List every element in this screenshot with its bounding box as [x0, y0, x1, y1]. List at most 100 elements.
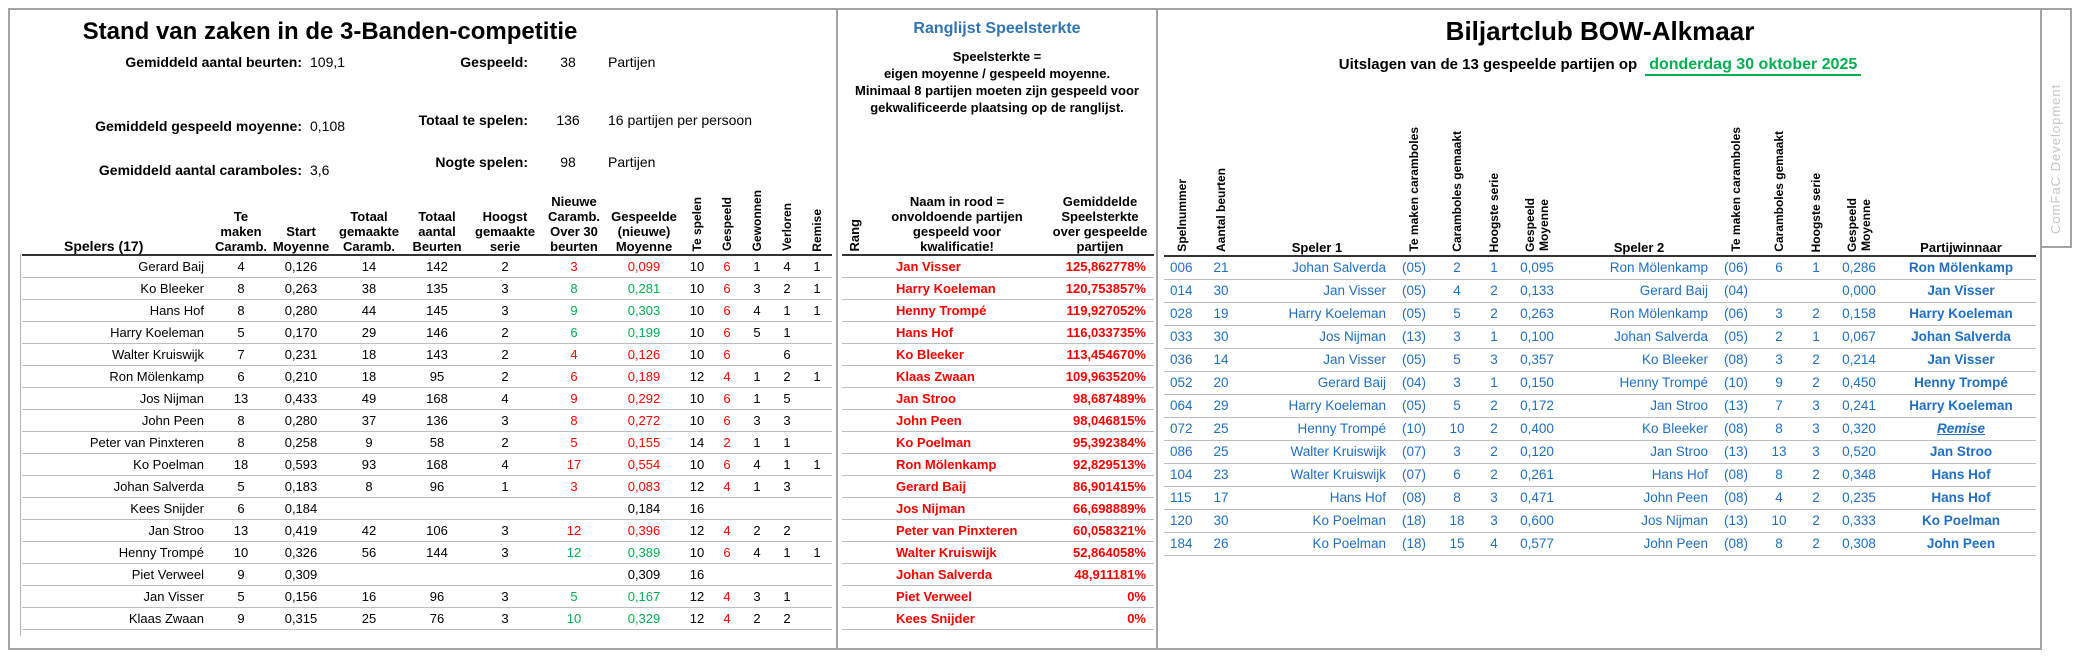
speler1-handicap: (05) — [1392, 279, 1436, 303]
col-header-aantal-beurten: Aantal beurten — [1200, 95, 1242, 257]
standings-table: Spelers (17) Te maken Caramb. Start Moye… — [22, 190, 832, 631]
player-name: Piet Verweel — [22, 563, 212, 587]
remise: 1 — [802, 299, 832, 323]
start-moyenne: 0,280 — [270, 409, 332, 433]
hoogste-serie: 3 — [468, 541, 542, 565]
col-header-speler2: Speler 2 — [1564, 95, 1714, 257]
ranking-row: Ron Mölenkamp 92,829513% — [842, 453, 1154, 476]
rang — [842, 541, 868, 564]
te-spelen: 10 — [682, 255, 712, 279]
verloren: 1 — [772, 541, 802, 565]
speler2-caramboles: 13 — [1758, 440, 1800, 464]
speler1-hoogste-serie: 1 — [1478, 325, 1510, 349]
speelsterkte-pct: 0% — [1046, 585, 1154, 608]
player-name: Klaas Zwaan — [868, 365, 1046, 388]
speler1-handicap: (07) — [1392, 440, 1436, 464]
speler2-caramboles: 3 — [1758, 302, 1800, 326]
speelsterkte-pct: 109,963520% — [1046, 365, 1154, 388]
spelnummer: 072 — [1164, 417, 1200, 441]
standings-panel: Stand van zaken in de 3-Banden-competiti… — [8, 8, 838, 650]
results-subtitle-text: Uitslagen van de 13 gespeelde partijen o… — [1338, 56, 1638, 73]
totaal-aantal-beurten: 146 — [406, 321, 468, 345]
speler1-handicap: (10) — [1392, 417, 1436, 441]
te-spelen: 12 — [682, 585, 712, 609]
ranking-row: Gerard Baij 86,901415% — [842, 475, 1154, 498]
total-nog-te-spelen: Nogte spelen: 98 Partijen — [378, 154, 655, 170]
remise — [802, 563, 832, 587]
player-name: Jan Visser — [868, 255, 1046, 278]
gewonnen — [742, 497, 772, 521]
remise — [802, 409, 832, 433]
gespeelde-moyenne: 0,189 — [606, 365, 682, 389]
te-spelen: 10 — [682, 387, 712, 411]
speler1-name: Gerard Baij — [1242, 371, 1392, 395]
totaal-aantal-beurten: 58 — [406, 431, 468, 455]
ranking-row: Johan Salverda 48,911181% — [842, 563, 1154, 586]
rang — [842, 431, 868, 454]
remise — [802, 431, 832, 455]
col-header-totaal-aantal-beurten: Totaal aantal Beurten — [406, 190, 468, 257]
remise — [802, 321, 832, 345]
speler1-hoogste-serie: 3 — [1478, 486, 1510, 510]
col-header-spelnummer: Spelnummer — [1164, 95, 1200, 257]
te-spelen: 16 — [682, 497, 712, 521]
standings-row: Peter van Pinxteren 8 0,258 9 58 2 5 0,155 14 2 1 1 — [22, 431, 832, 455]
standings-row: Harry Koeleman 5 0,170 29 146 2 6 0,199 10 6 5 1 — [22, 321, 832, 345]
verloren: 5 — [772, 387, 802, 411]
total-value: 98 — [560, 154, 576, 170]
gewonnen: 3 — [742, 585, 772, 609]
gespeeld: 6 — [712, 541, 742, 565]
remise: 1 — [802, 277, 832, 301]
speler2-handicap: (13) — [1714, 440, 1758, 464]
standings-row: Johan Salverda 5 0,183 8 96 1 3 0,083 12 4 1 3 — [22, 475, 832, 499]
totaal-aantal-beurten: 76 — [406, 607, 468, 631]
standings-header-row: Spelers (17) Te maken Caramb. Start Moye… — [22, 190, 832, 257]
speelsterkte-pct: 125,862778% — [1046, 255, 1154, 278]
speler1-name: Walter Kruiswijk — [1242, 463, 1392, 487]
ranking-row: Walter Kruiswijk 52,864058% — [842, 541, 1154, 564]
stat-gemiddeld-moyenne: Gemiddeld gespeeld moyenne: 0,108 — [10, 118, 345, 134]
speler2-caramboles: 8 — [1758, 417, 1800, 441]
verloren — [772, 497, 802, 521]
te-maken-caramb: 13 — [212, 387, 270, 411]
gewonnen: 4 — [742, 541, 772, 565]
start-moyenne: 0,433 — [270, 387, 332, 411]
speler1-name: Walter Kruiswijk — [1242, 440, 1392, 464]
speler2-moyenne: 0,067 — [1832, 325, 1886, 349]
col-header-gespeelde-moyenne: Gespeelde (nieuwe) Moyenne — [606, 190, 682, 257]
te-spelen: 10 — [682, 453, 712, 477]
col-header-verloren: Verloren — [772, 190, 802, 257]
start-moyenne: 0,231 — [270, 343, 332, 367]
totaal-gemaakte-caramb: 29 — [332, 321, 406, 345]
spelnummer: 184 — [1164, 532, 1200, 556]
gespeelde-moyenne: 0,309 — [606, 563, 682, 587]
nieuwe-caramb-30-beurten: 4 — [542, 343, 606, 367]
player-name: Ko Poelman — [868, 431, 1046, 454]
te-spelen: 12 — [682, 475, 712, 499]
ranking-row: Hans Hof 116,033735% — [842, 321, 1154, 344]
stat-value: 3,6 — [310, 162, 330, 178]
date-link[interactable]: donderdag 30 oktober 2025 — [1645, 56, 1862, 76]
player-name: Ko Poelman — [22, 453, 212, 477]
verloren: 2 — [772, 277, 802, 301]
col-header-speler2-moyenne: Gespeeld Moyenne — [1832, 95, 1886, 257]
speler2-handicap: (13) — [1714, 394, 1758, 418]
totaal-gemaakte-caramb: 37 — [332, 409, 406, 433]
aantal-beurten: 21 — [1200, 256, 1242, 280]
speler2-handicap: (08) — [1714, 486, 1758, 510]
speelsterkte-pct: 116,033735% — [1046, 321, 1154, 344]
col-header-spelers: Spelers (17) — [22, 190, 212, 257]
aantal-beurten: 25 — [1200, 440, 1242, 464]
speler1-caramboles: 5 — [1436, 302, 1478, 326]
spelnummer: 120 — [1164, 509, 1200, 533]
totaal-aantal-beurten: 168 — [406, 387, 468, 411]
speler2-name: John Peen — [1564, 532, 1714, 556]
speler1-name: Henny Trompé — [1242, 417, 1392, 441]
partijwinnaar: Ron Mölenkamp — [1886, 256, 2036, 280]
start-moyenne: 0,184 — [270, 497, 332, 521]
col-header-speler2-gemaakt: Caramboles gemaakt — [1758, 95, 1800, 257]
nieuwe-caramb-30-beurten: 12 — [542, 519, 606, 543]
speler2-handicap: (13) — [1714, 509, 1758, 533]
remise — [802, 475, 832, 499]
verloren: 1 — [772, 321, 802, 345]
